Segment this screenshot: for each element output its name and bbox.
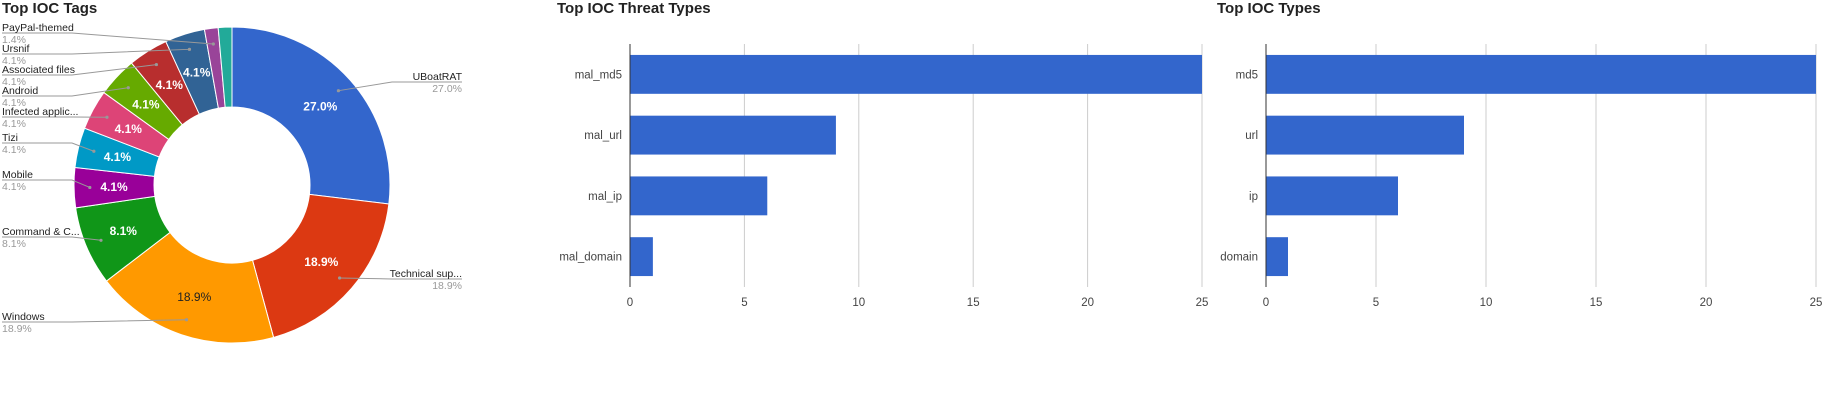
pie-legend-percent: 4.1% [2,55,26,67]
threat-types-bar-mal-ip[interactable] [630,176,768,216]
pie-legend-label: Technical sup... [390,268,462,280]
pie-legend-percent: 18.9% [2,323,32,335]
ioc-types-bar-domain[interactable] [1266,237,1288,277]
leader-line [2,48,190,55]
threat-types-bar-mal-md5[interactable] [630,54,1202,94]
threat-types-category-label: mal_ip [588,191,622,203]
threat-types-x-tick-label: 25 [1196,297,1209,309]
pie-legend-percent: 4.1% [2,181,26,193]
pie-legend-percent: 4.1% [2,118,26,130]
ioc-types-x-tick-label: 20 [1700,297,1713,309]
pie-slice-windows[interactable] [105,231,275,344]
pie-slice-technical-support-scam[interactable] [251,193,390,339]
pie-legend-label: Android [2,85,38,97]
threat-types-x-tick-label: 5 [741,297,747,309]
pie-legend-percent: 4.1% [2,76,26,88]
threat-types-chart-title: Top IOC Threat Types [557,0,711,17]
leader-line [2,236,102,241]
threat-types-category-label: mal_md5 [575,69,622,81]
pie-slice-percent-label: 4.1% [183,65,211,79]
threat-types-x-tick-label: 15 [967,297,980,309]
pie-legend-percent: 4.1% [2,144,26,156]
pie-legend-label: Associated files [2,64,75,76]
ioc-types-x-tick-label: 15 [1590,297,1603,309]
threat-types-x-tick-label: 0 [627,297,633,309]
threat-types-x-tick-label: 10 [852,297,865,309]
ioc-types-bar-chart: 0 5 10 15 20 25 md5 url ip domain [1220,44,1823,309]
pie-slice-uboatrat[interactable] [231,26,391,205]
ioc-types-category-label: domain [1220,252,1258,264]
ioc-types-category-label: md5 [1236,69,1258,81]
ioc-types-bar-md5[interactable] [1266,54,1816,94]
pie-slice-percent-label: 4.1% [132,97,160,111]
pie-slice-percent-label: 4.1% [156,78,184,92]
pie-legend-label: Ursnif [2,43,30,55]
leader-line [339,277,462,280]
pie-slice-percent-label: 27.0% [303,100,337,114]
pie-legend-label: UBoatRAT [413,71,463,83]
pie-legend-label: Command & C... [2,226,80,238]
pie-slice-percent-label: 4.1% [104,150,132,164]
leader-line [2,319,187,323]
leader-line [2,64,157,76]
pie-legend-percent: 27.0% [432,83,462,95]
ioc-types-bar-url[interactable] [1266,115,1464,155]
ioc-types-category-label: ip [1249,191,1258,203]
pie-legend-percent: 1.4% [2,34,26,46]
pie-legend-label: Windows [2,311,45,323]
pie-legend-label: Mobile [2,169,33,181]
tags-pie-panel: Top IOC Tags 27.0% UBoatRAT 27.0% 18.9% Tech… [0,0,550,402]
pie-slice-percent-label: 8.1% [110,224,138,238]
pie-legend-percent: 4.1% [2,97,26,109]
threat-types-bar-chart: 0 5 10 15 20 25 mal_md5 mal_url mal_ip mal_domain [559,44,1209,309]
leader-line [2,87,129,97]
ioc-types-x-tick-label: 10 [1480,297,1493,309]
threat-types-bar-mal-domain[interactable] [630,237,653,277]
pie-slice-percent-label: 18.9% [304,255,338,269]
pie-legend-label: Tizi [2,132,18,144]
pie-slice-percent-label: 18.9% [177,290,211,304]
leader-line [2,32,214,45]
pie-legend-percent: 18.9% [432,280,462,292]
pie-legend-label: PayPal-themed [2,22,74,34]
ioc-types-x-tick-label: 0 [1263,297,1269,309]
pie-slice-other[interactable] [217,26,233,108]
pie-legend-label: Infected applic... [2,106,78,118]
ioc-types-bar-ip[interactable] [1266,176,1398,216]
tags-chart-title: Top IOC Tags [2,0,98,17]
threat-types-category-label: mal_domain [559,252,622,264]
ioc-types-panel: Top IOC Types 0 5 10 15 20 25 md5 url ip domain [1215,0,1827,402]
pie-slice-percent-label: 4.1% [115,122,143,136]
leader-line [2,179,91,188]
pie-legend-percent: 8.1% [2,238,26,250]
leader-line [338,81,462,92]
ioc-types-x-tick-label: 5 [1373,297,1379,309]
threat-types-x-tick-label: 20 [1081,297,1094,309]
threat-types-bar-mal-url[interactable] [630,115,836,155]
pie-slice-percent-label: 4.1% [100,180,128,194]
leader-line [2,142,95,152]
ioc-types-chart-title: Top IOC Types [1217,0,1321,17]
threat-types-category-label: mal_url [584,130,622,142]
ioc-types-category-label: url [1245,130,1258,142]
ioc-types-x-tick-label: 25 [1810,297,1823,309]
